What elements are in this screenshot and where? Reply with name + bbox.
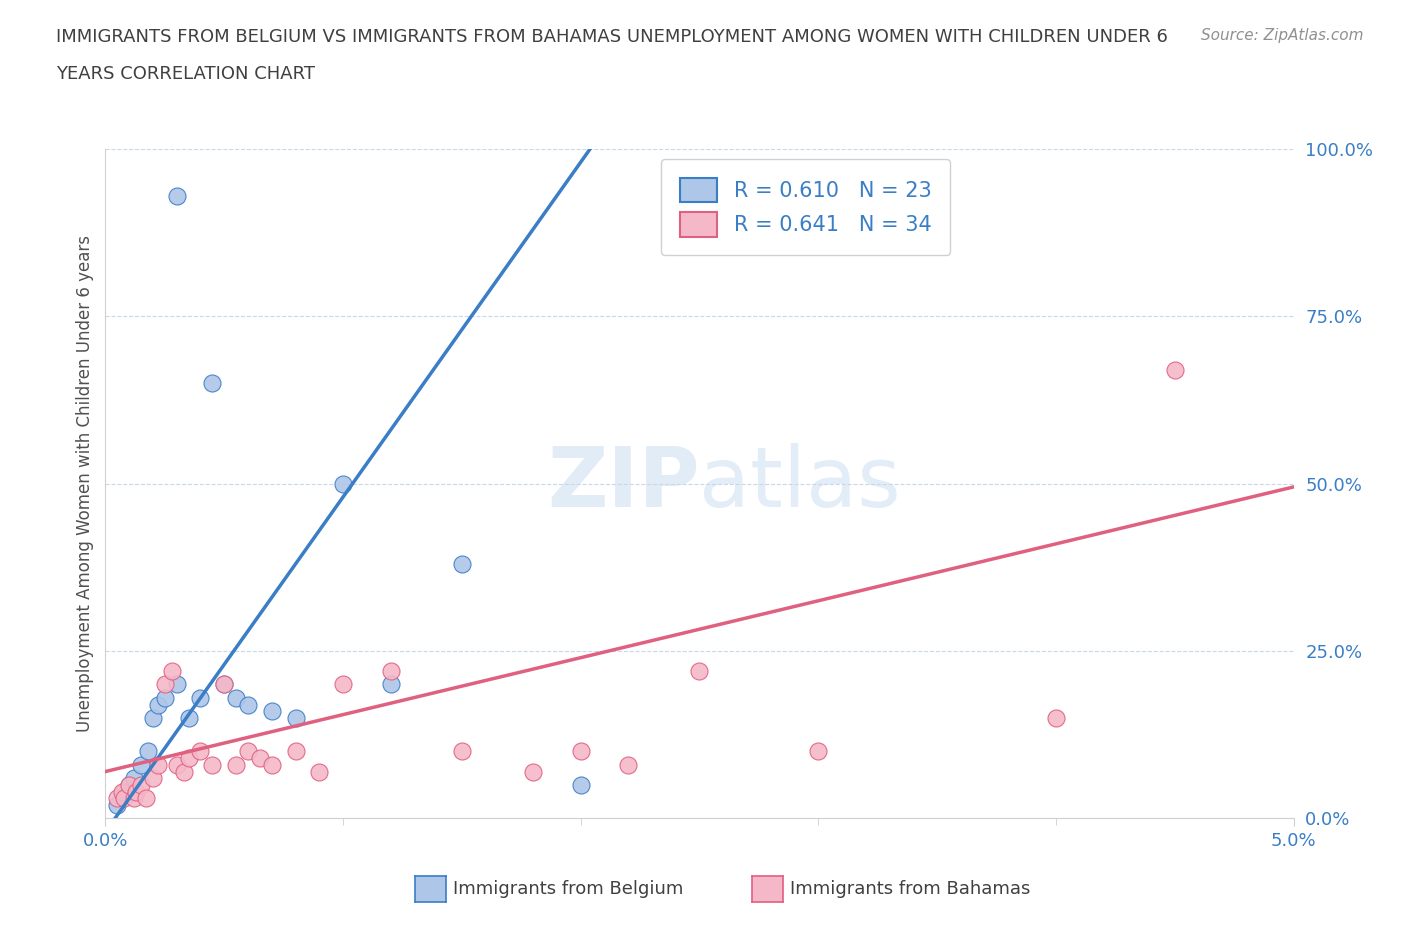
Point xyxy=(135,790,157,805)
Point xyxy=(177,711,200,725)
Point xyxy=(129,777,152,792)
Text: IMMIGRANTS FROM BELGIUM VS IMMIGRANTS FROM BAHAMAS UNEMPLOYMENT AMONG WOMEN WITH: IMMIGRANTS FROM BELGIUM VS IMMIGRANTS FR… xyxy=(56,28,1168,46)
Point xyxy=(225,690,247,705)
Point xyxy=(214,677,236,692)
Point xyxy=(332,476,354,491)
Point xyxy=(1045,711,1067,725)
Point xyxy=(146,757,169,772)
Point xyxy=(153,690,176,705)
Point xyxy=(249,751,271,765)
Text: ZIP: ZIP xyxy=(547,443,700,525)
Point xyxy=(689,664,711,679)
Point xyxy=(122,790,145,805)
Text: Immigrants from Bahamas: Immigrants from Bahamas xyxy=(790,880,1031,898)
Point xyxy=(236,698,259,712)
Point xyxy=(1164,363,1187,378)
Point xyxy=(142,771,165,786)
Point xyxy=(332,677,354,692)
Point xyxy=(380,664,402,679)
Point xyxy=(380,677,402,692)
Point xyxy=(260,757,283,772)
Text: Source: ZipAtlas.com: Source: ZipAtlas.com xyxy=(1201,28,1364,43)
Point xyxy=(122,771,145,786)
Point xyxy=(129,757,152,772)
Y-axis label: Unemployment Among Women with Children Under 6 years: Unemployment Among Women with Children U… xyxy=(76,235,94,732)
Point xyxy=(522,764,544,779)
Point xyxy=(111,784,134,799)
Point xyxy=(114,790,136,805)
Point xyxy=(569,744,592,759)
Text: YEARS CORRELATION CHART: YEARS CORRELATION CHART xyxy=(56,65,315,83)
Point xyxy=(190,690,212,705)
Point xyxy=(308,764,330,779)
Point xyxy=(190,744,212,759)
Point xyxy=(236,744,259,759)
Point xyxy=(201,376,224,391)
Point xyxy=(105,790,128,805)
Point xyxy=(118,777,141,792)
Point xyxy=(260,704,283,719)
Point xyxy=(214,677,236,692)
Point xyxy=(569,777,592,792)
Point xyxy=(153,677,176,692)
Point xyxy=(146,698,169,712)
Point xyxy=(125,784,148,799)
Point xyxy=(166,188,188,203)
Point xyxy=(118,777,141,792)
Point xyxy=(166,677,188,692)
Point xyxy=(160,664,183,679)
Point xyxy=(173,764,195,779)
Text: atlas: atlas xyxy=(700,443,901,525)
Text: Immigrants from Belgium: Immigrants from Belgium xyxy=(453,880,683,898)
Point xyxy=(105,798,128,813)
Point xyxy=(114,784,136,799)
Point xyxy=(284,744,307,759)
Point xyxy=(177,751,200,765)
Point xyxy=(450,744,472,759)
Point xyxy=(617,757,640,772)
Legend: R = 0.610   N = 23, R = 0.641   N = 34: R = 0.610 N = 23, R = 0.641 N = 34 xyxy=(661,159,950,255)
Point xyxy=(450,556,472,571)
Point xyxy=(136,744,159,759)
Point xyxy=(166,757,188,772)
Point xyxy=(225,757,247,772)
Point xyxy=(807,744,830,759)
Point xyxy=(142,711,165,725)
Point xyxy=(284,711,307,725)
Point xyxy=(201,757,224,772)
